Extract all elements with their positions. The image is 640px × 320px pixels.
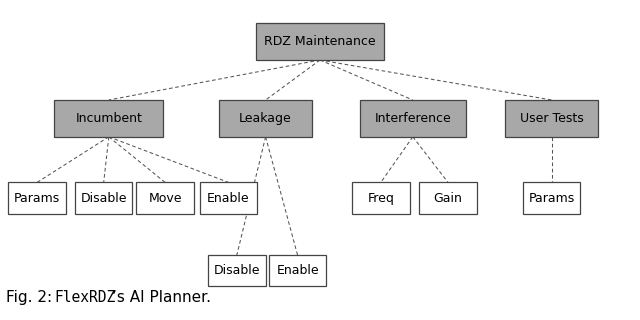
Text: ’s AI Planner.: ’s AI Planner.: [112, 290, 211, 305]
FancyBboxPatch shape: [54, 100, 163, 137]
FancyBboxPatch shape: [208, 255, 266, 285]
FancyBboxPatch shape: [419, 182, 477, 214]
Text: Incumbent: Incumbent: [76, 112, 142, 125]
FancyBboxPatch shape: [219, 100, 312, 137]
Text: Fig. 2:: Fig. 2:: [6, 290, 58, 305]
Text: Params: Params: [529, 192, 575, 205]
Text: Disable: Disable: [81, 192, 127, 205]
FancyBboxPatch shape: [360, 100, 466, 137]
Text: Gain: Gain: [433, 192, 463, 205]
FancyBboxPatch shape: [256, 23, 384, 60]
FancyBboxPatch shape: [75, 182, 132, 214]
FancyBboxPatch shape: [8, 182, 66, 214]
Text: Params: Params: [14, 192, 60, 205]
FancyBboxPatch shape: [200, 182, 257, 214]
FancyBboxPatch shape: [506, 100, 598, 137]
Text: Freq: Freq: [367, 192, 394, 205]
Text: Interference: Interference: [374, 112, 451, 125]
Text: RDZ Maintenance: RDZ Maintenance: [264, 35, 376, 48]
Text: User Tests: User Tests: [520, 112, 584, 125]
Text: Move: Move: [148, 192, 182, 205]
Text: Leakage: Leakage: [239, 112, 292, 125]
Text: Enable: Enable: [276, 264, 319, 277]
FancyBboxPatch shape: [523, 182, 580, 214]
Text: Disable: Disable: [214, 264, 260, 277]
Text: Enable: Enable: [207, 192, 250, 205]
FancyBboxPatch shape: [269, 255, 326, 285]
FancyBboxPatch shape: [352, 182, 410, 214]
FancyBboxPatch shape: [136, 182, 194, 214]
Text: FlexRDZ: FlexRDZ: [54, 290, 116, 305]
